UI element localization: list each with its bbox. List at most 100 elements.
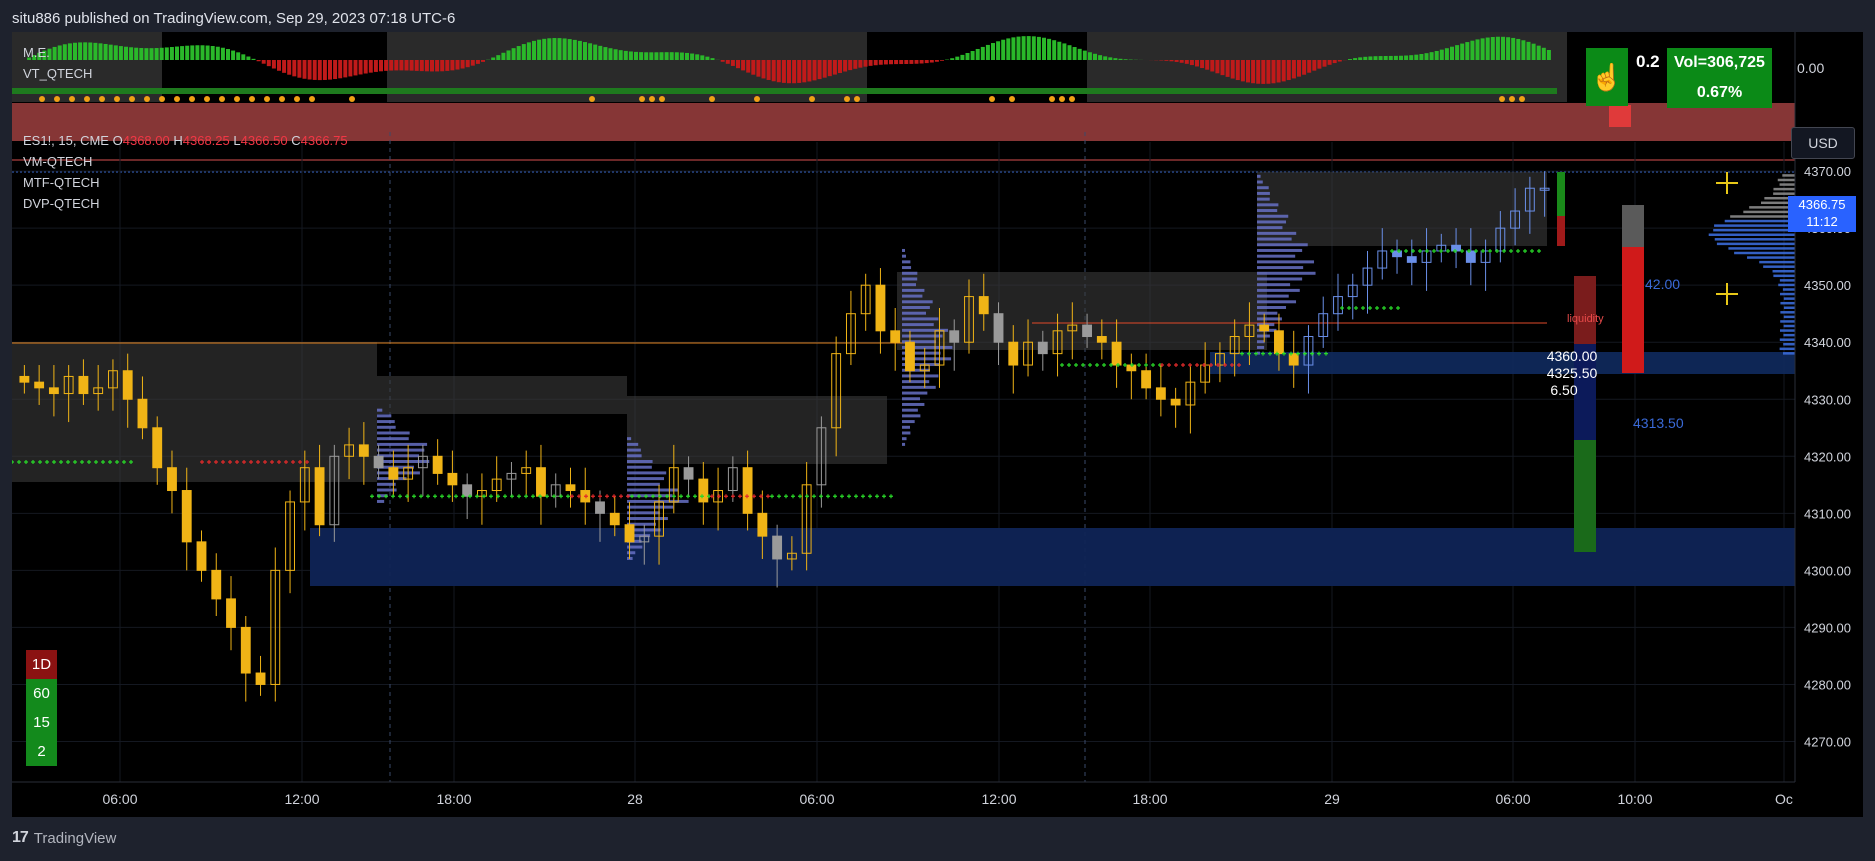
histogram-bar [338,60,343,79]
candle-body [654,501,664,537]
trend-cross [101,460,105,464]
histogram-bar [460,60,465,69]
signal-dot [349,96,355,102]
histogram-bar [588,43,593,60]
histogram-bar [1103,56,1108,60]
candle-body [152,427,163,469]
volume-bar [377,482,396,486]
indicator-label-dvp[interactable]: DVP-QTECH [23,196,100,211]
volume-bar [1257,306,1287,309]
histogram-bar [282,60,287,73]
candle-body [565,484,576,492]
trend-cross [1275,351,1279,356]
indicator-label-vt[interactable]: VT_QTECH [23,66,93,81]
indicator-label-me[interactable]: M.E. [23,45,50,60]
signal-dot [54,96,60,102]
volume-bar [1257,277,1303,281]
candle-body [1465,250,1476,263]
symbol-ohlc[interactable]: ES1!, 15, CME O4368.00 H4368.25 L4366.50… [23,133,348,148]
right-volume-bar [1779,347,1795,351]
histogram-bar [424,60,429,72]
timeframe-2[interactable]: 2 [26,737,57,766]
histogram-bar [1082,50,1087,60]
price-axis[interactable] [1795,32,1863,817]
candle-body [48,387,59,395]
time-tick-label: 06:00 [799,791,834,807]
candle-body [1037,341,1048,355]
histogram-bar [1108,57,1113,60]
histogram-bar [154,48,159,60]
histogram-bar [567,39,572,60]
histogram-bar [501,52,506,60]
histogram-bar [690,53,695,60]
signal-dot [639,96,645,102]
indicator-axis-value: 0.00 [1797,60,1824,76]
trend-cross [200,460,204,464]
timeframe-1d[interactable]: 1D [26,650,57,679]
signal-dot [659,96,665,102]
trend-cross [826,494,830,499]
histogram-bar [98,43,103,60]
candle-body [344,444,355,457]
time-tick-label: 28 [627,791,643,807]
volume-bar [1257,340,1265,344]
trend-cross [1116,363,1120,368]
trend-cross [284,460,288,464]
time-ticks[interactable]: 06:00 12:00 18:00 28 06:00 12:00 18:00 29 06:00 1… [102,791,1792,807]
histogram-bar [190,45,195,60]
trend-cross [214,460,218,464]
indicator-label-vm[interactable]: VM-QTECH [23,154,93,169]
histogram-bar [598,45,603,60]
volume-bar [902,271,918,275]
candle-body [506,472,517,480]
histogram-bar [73,42,77,60]
candle-body [772,535,783,560]
candle-body [491,478,502,492]
right-volume-bar [1708,233,1795,236]
candle-body [786,552,797,560]
candle-body [624,524,635,543]
brand-name: TradingView [33,829,117,847]
trend-cross [724,494,728,499]
candle-body [964,296,974,343]
volume-bar [1257,191,1270,195]
timeframe-15[interactable]: 15 [26,708,57,737]
trend-cross [1237,363,1241,368]
indicator-label-mtf[interactable]: MTF-QTECH [23,175,100,190]
volume-bar [627,517,668,521]
trend-cross [73,460,77,464]
trend-cross [1347,306,1351,310]
histogram-bar [215,46,220,60]
histogram-bar [776,60,781,83]
right-volume-bar [1713,228,1795,232]
candle-body [19,375,30,383]
histogram-bar [853,60,858,69]
signal-dot [264,96,270,102]
histogram-bar [358,60,363,75]
price-tick-label: 4310.00 [1804,506,1851,521]
price-tick-label: 4290.00 [1804,620,1851,635]
histogram-bar [271,60,276,69]
trend-cross [1404,248,1408,253]
trend-cross [710,494,714,499]
trend-cross [1474,248,1478,253]
volume-bar [627,499,689,503]
right-volume-bar [1777,178,1795,182]
footer-brand[interactable]: 17 TradingView [12,829,116,847]
ratio-value: 0.2 [1636,52,1660,71]
right-volume-bar [1773,192,1795,195]
histogram-bar [139,48,144,60]
timeframe-60[interactable]: 60 [26,679,57,708]
trend-cross [1167,363,1171,368]
volume-bar [1257,300,1297,304]
histogram-bar [781,60,786,83]
currency-button[interactable]: USD [1791,127,1855,159]
volume-bar [1257,197,1270,201]
candle-body [742,467,753,514]
trend-cross [1247,351,1251,356]
histogram-bar [57,45,62,60]
trend-cross [791,494,795,499]
chart-svg[interactable]: liquidity 42.00 4313.50 4360.00 4325.50 … [10,32,1863,817]
volume-bar [1257,186,1269,190]
chart-area[interactable]: liquidity 42.00 4313.50 4360.00 4325.50 … [10,32,1863,817]
